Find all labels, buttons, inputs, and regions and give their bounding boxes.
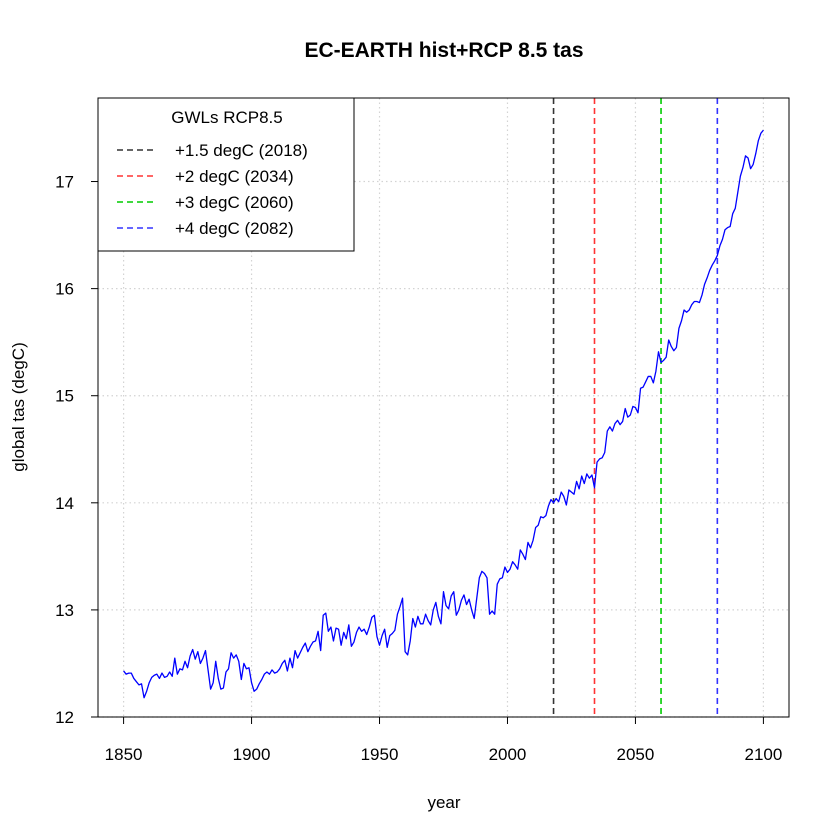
x-axis-label: year [427,793,460,812]
y-tick-label: 16 [55,280,74,299]
y-tick-label: 15 [55,387,74,406]
y-tick-label: 17 [55,173,74,192]
plot-frame [97,97,790,718]
legend: GWLs RCP8.5 +1.5 degC (2018) +2 degC (203… [97,97,355,252]
x-tick-label: 1850 [105,745,143,764]
x-tick-label: 2000 [489,745,527,764]
x-tick-label: 2100 [744,745,782,764]
series-layer [123,129,764,699]
legend-label: +2 degC (2034) [175,167,294,186]
y-tick-label: 12 [55,708,74,727]
axes: 1850 1900 1950 2000 2050 2100 12 13 14 15 16 17 [55,173,782,764]
y-axis-label: global tas (degC) [9,342,28,471]
legend-title: GWLs RCP8.5 [171,108,282,127]
series-line [123,129,764,699]
y-tick-label: 13 [55,601,74,620]
legend-label: +4 degC (2082) [175,219,294,238]
legend-box [97,97,355,252]
x-tick-label: 1900 [233,745,271,764]
chart-title: EC-EARTH hist+RCP 8.5 tas [304,39,583,62]
gwl-vertical-lines [552,98,719,717]
legend-label: +1.5 degC (2018) [175,141,308,160]
x-tick-label: 2050 [617,745,655,764]
legend-entries: +1.5 degC (2018) +2 degC (2034) +3 degC (2… [117,141,308,238]
legend-label: +3 degC (2060) [175,193,294,212]
y-tick-label: 14 [55,494,74,513]
x-tick-label: 1950 [361,745,399,764]
